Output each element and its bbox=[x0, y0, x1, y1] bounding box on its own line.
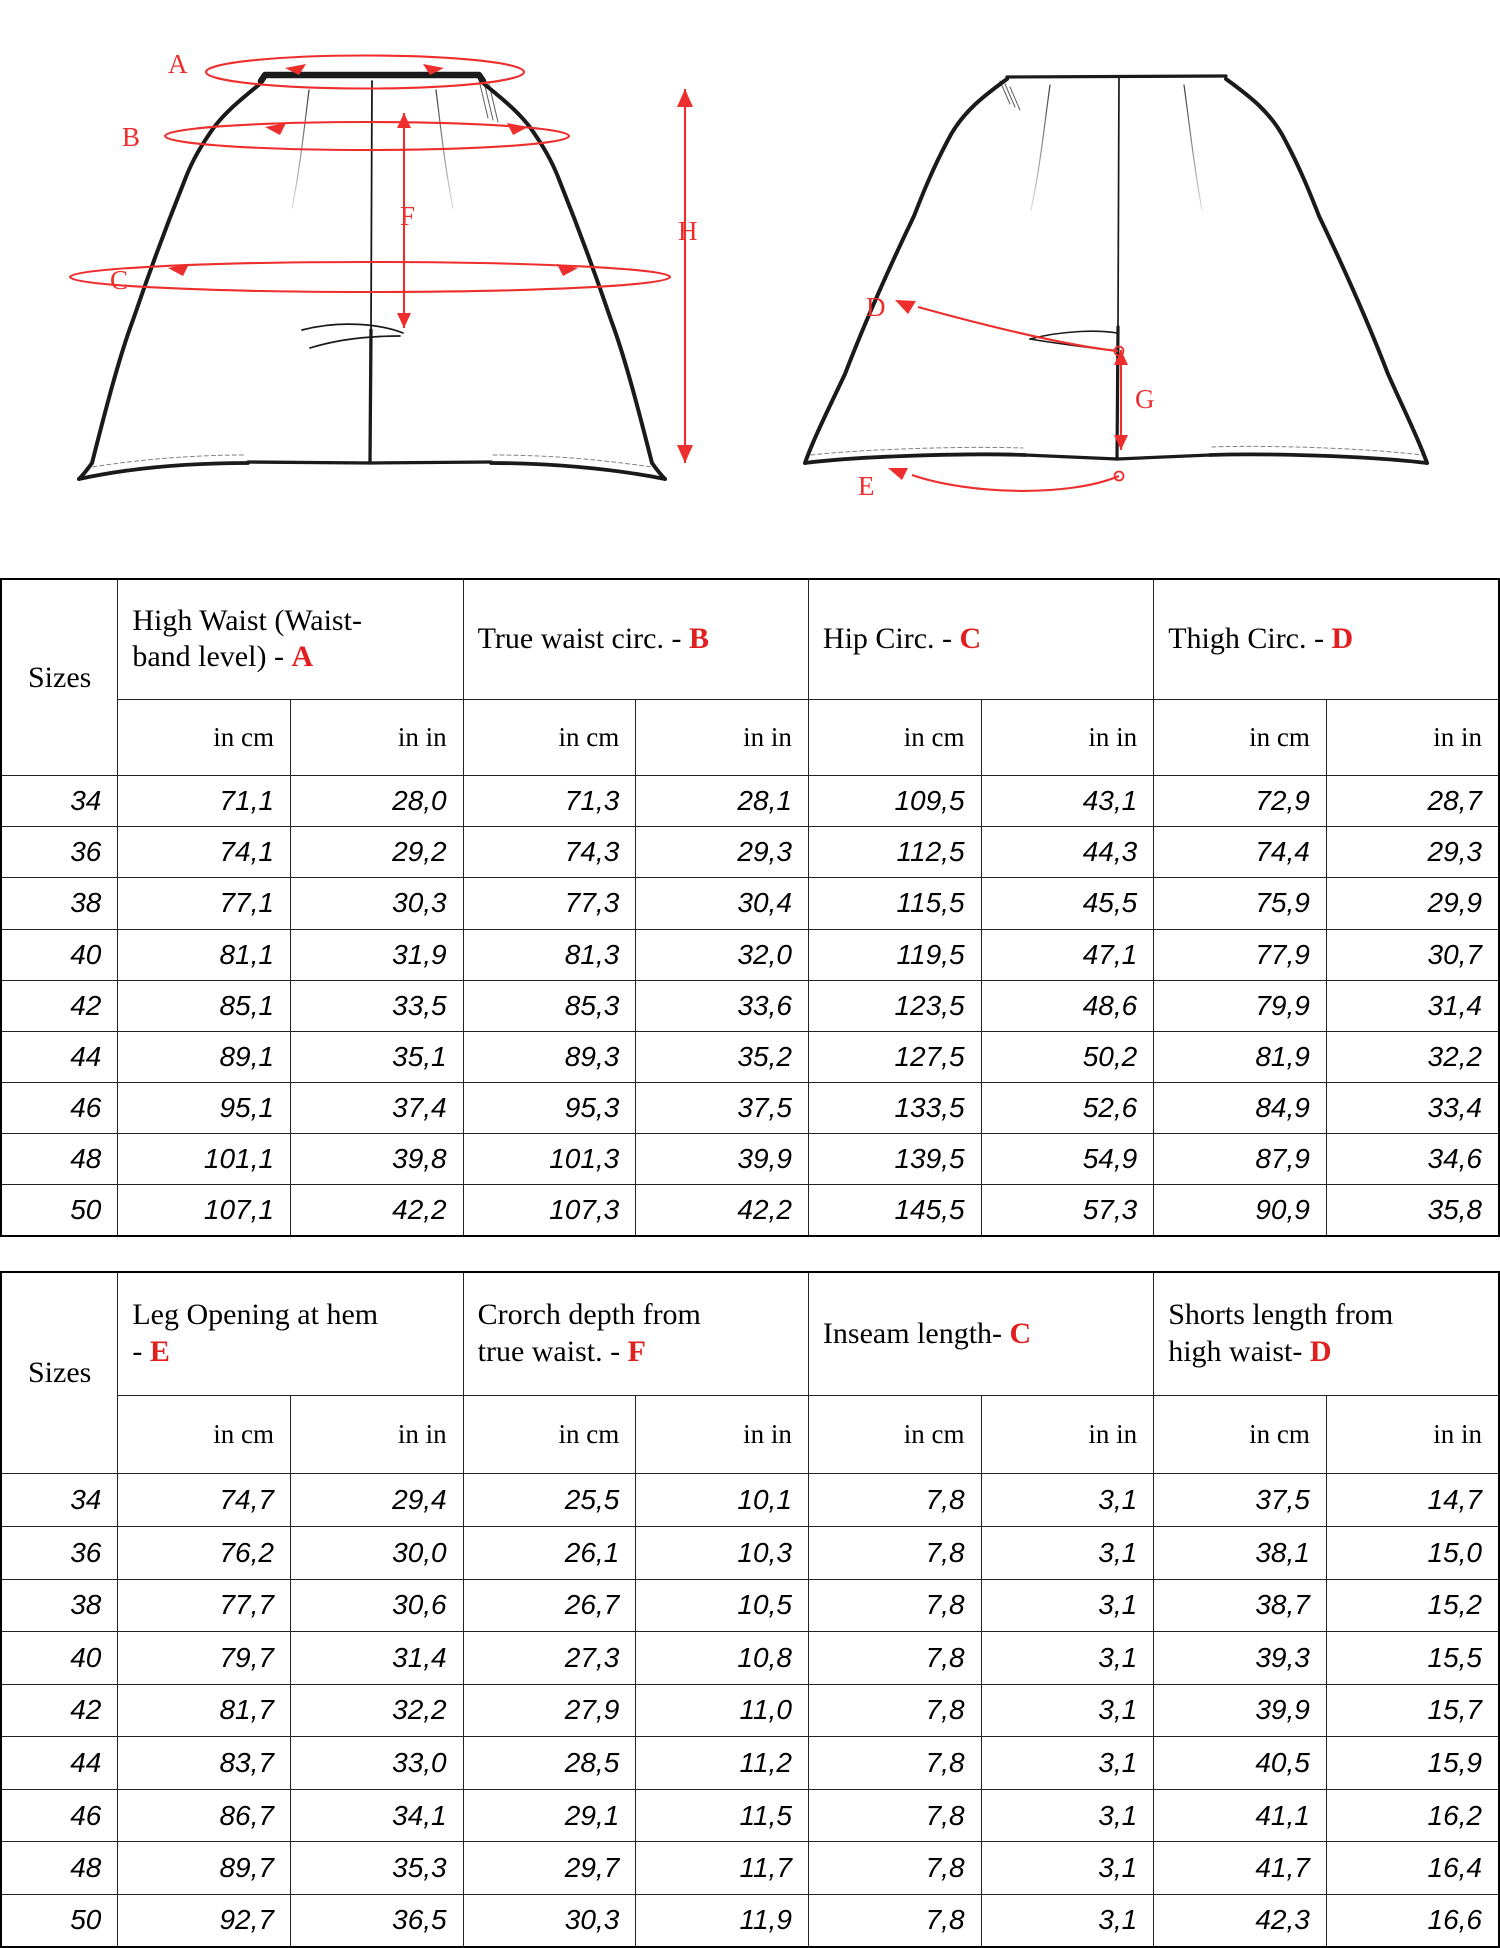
svg-text:B: B bbox=[122, 122, 140, 152]
svg-text:A: A bbox=[168, 49, 188, 79]
svg-text:H: H bbox=[678, 216, 698, 246]
svg-text:G: G bbox=[1135, 384, 1155, 414]
svg-text:E: E bbox=[858, 471, 875, 501]
svg-text:C: C bbox=[110, 265, 128, 295]
svg-text:D: D bbox=[866, 292, 886, 322]
svg-text:F: F bbox=[400, 201, 415, 231]
